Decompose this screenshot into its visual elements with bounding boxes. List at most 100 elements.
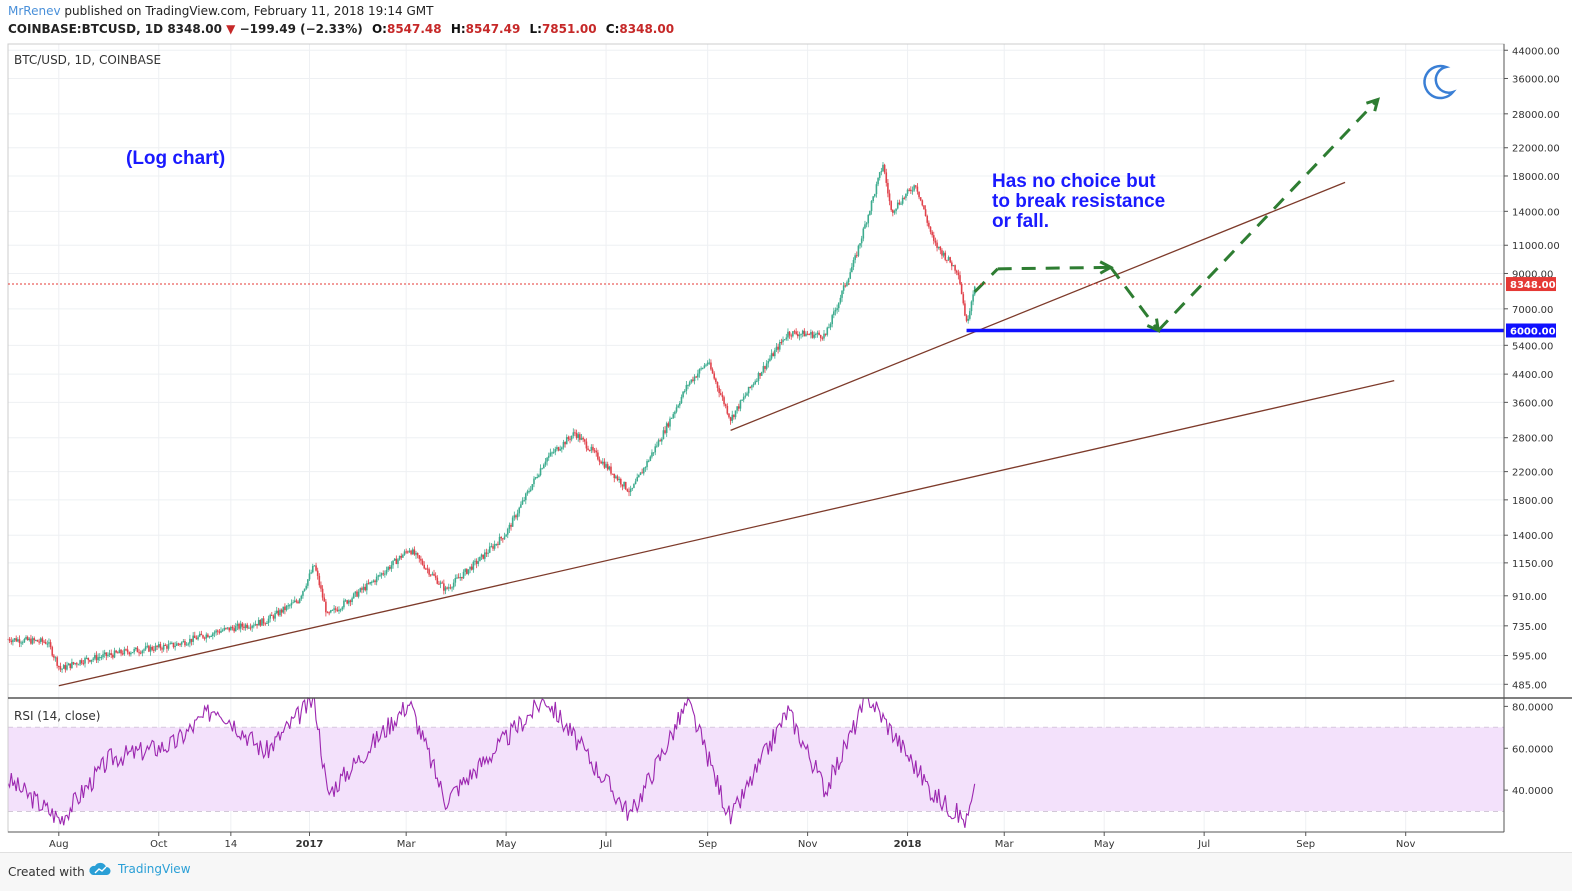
candle-up bbox=[834, 310, 837, 312]
published-text: published on TradingView.com, February 1… bbox=[64, 4, 434, 18]
candle-down bbox=[470, 566, 473, 570]
candle-down bbox=[320, 585, 322, 589]
candle-down bbox=[796, 334, 799, 337]
candle-up bbox=[561, 447, 563, 450]
candle-down bbox=[903, 197, 906, 199]
candle-up bbox=[251, 625, 253, 628]
candle-down bbox=[228, 627, 231, 631]
candle-down bbox=[193, 635, 196, 639]
candle-down bbox=[628, 491, 630, 493]
candle-up bbox=[683, 390, 686, 392]
candle-down bbox=[80, 660, 83, 664]
ohlc-readout: COINBASE:BTCUSD, 1D 8348.00 ▼ −199.49 (−… bbox=[8, 22, 674, 36]
price-chart[interactable]: 44000.00 36000.00 28000.00 22000.00 18000.00… bbox=[0, 0, 1572, 852]
candle-down bbox=[729, 417, 732, 421]
candle-up bbox=[144, 646, 147, 650]
candle-up bbox=[754, 381, 756, 385]
candle-up bbox=[84, 658, 86, 664]
candle-up bbox=[266, 622, 268, 624]
candle-down bbox=[803, 330, 806, 337]
candle-down bbox=[420, 558, 422, 561]
candle-up bbox=[257, 619, 260, 626]
candle-up bbox=[672, 414, 675, 418]
candle-up bbox=[20, 642, 22, 644]
candle-up bbox=[459, 576, 462, 579]
candle-up bbox=[516, 513, 519, 518]
close-value: 8348.00 bbox=[619, 22, 675, 36]
candle-up bbox=[521, 500, 524, 505]
candle-up bbox=[670, 417, 673, 419]
candle-down bbox=[819, 334, 822, 338]
candle-up bbox=[248, 627, 250, 629]
candle-down bbox=[600, 461, 602, 464]
projection-arrowhead bbox=[1146, 318, 1161, 334]
candle-down bbox=[30, 638, 32, 644]
y-tick-label: 735.00 bbox=[1512, 622, 1547, 633]
candle-up bbox=[67, 663, 70, 666]
candle-up bbox=[357, 591, 360, 597]
candle-up bbox=[705, 364, 707, 366]
candle-up bbox=[464, 569, 466, 572]
candle-up bbox=[638, 475, 640, 478]
candle-up bbox=[375, 576, 378, 583]
rsi-line bbox=[7, 696, 976, 828]
candle-down bbox=[428, 569, 430, 575]
candle-up bbox=[937, 246, 940, 248]
candle-up bbox=[131, 652, 134, 654]
candle-up bbox=[149, 646, 152, 652]
candle-down bbox=[195, 638, 198, 640]
candle-up bbox=[751, 385, 753, 388]
candle-up bbox=[841, 290, 843, 298]
candle-down bbox=[436, 577, 439, 584]
candle-up bbox=[66, 665, 68, 670]
candle-up bbox=[226, 627, 229, 629]
candle-up bbox=[693, 376, 696, 381]
axes-layer: 44000.00 36000.00 28000.00 22000.00 18000.00… bbox=[7, 43, 1572, 850]
y-tick-label: 5400.00 bbox=[1512, 341, 1553, 352]
candle-up bbox=[385, 570, 388, 574]
candle-up bbox=[293, 600, 296, 603]
rsi-y-tick-label: 80.0000 bbox=[1512, 702, 1553, 713]
candle-up bbox=[646, 461, 648, 468]
candle-up bbox=[12, 639, 14, 643]
candle-up bbox=[629, 488, 632, 493]
candle-up bbox=[275, 610, 278, 614]
candle-up bbox=[520, 504, 522, 508]
candle-up bbox=[498, 536, 501, 545]
candle-down bbox=[749, 386, 752, 388]
candle-down bbox=[934, 240, 937, 243]
candle-up bbox=[169, 643, 172, 645]
candle-up bbox=[102, 654, 104, 658]
y-tick-label: 1800.00 bbox=[1512, 496, 1553, 507]
candle-down bbox=[161, 648, 163, 650]
candle-down bbox=[939, 246, 942, 251]
y-tick-label: 2200.00 bbox=[1512, 468, 1553, 479]
candle-down bbox=[416, 552, 419, 556]
candle-down bbox=[271, 614, 273, 616]
down-triangle-icon: ▼ bbox=[226, 22, 236, 36]
x-tick-label: May bbox=[1094, 839, 1115, 850]
candle-down bbox=[918, 191, 920, 198]
candle-down bbox=[818, 332, 820, 335]
candle-up bbox=[135, 647, 137, 650]
candle-up bbox=[526, 491, 529, 494]
candle-down bbox=[916, 186, 919, 192]
candle-up bbox=[220, 630, 222, 633]
candle-down bbox=[780, 341, 783, 343]
candle-down bbox=[502, 538, 504, 540]
y-tick-label: 14000.00 bbox=[1512, 207, 1560, 218]
candle-up bbox=[774, 350, 776, 357]
candle-down bbox=[105, 652, 108, 656]
candle-down bbox=[759, 373, 761, 376]
grid-lines bbox=[8, 44, 1504, 832]
candle-up bbox=[174, 645, 176, 648]
candle-up bbox=[570, 435, 573, 440]
candle-up bbox=[893, 210, 896, 213]
tradingview-link[interactable]: TradingView bbox=[88, 862, 191, 876]
candle-down bbox=[611, 473, 614, 475]
candle-down bbox=[664, 430, 666, 433]
candle-up bbox=[529, 489, 532, 492]
author-link[interactable]: MrRenev bbox=[8, 4, 61, 18]
candle-down bbox=[284, 606, 286, 611]
candle-up bbox=[307, 579, 309, 586]
